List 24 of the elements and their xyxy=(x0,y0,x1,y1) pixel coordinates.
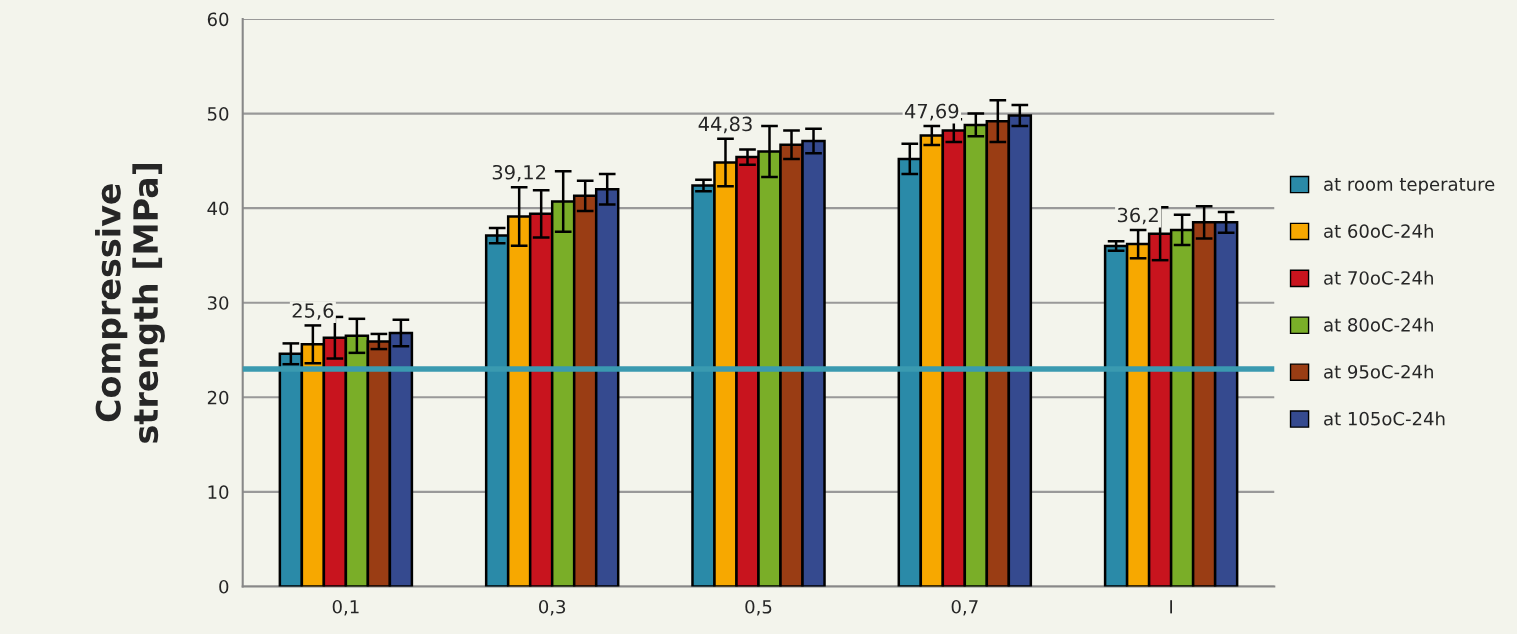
x-tick-label: I xyxy=(1170,600,1173,614)
y-tick-label: 50 xyxy=(207,107,229,121)
x-tick-label: 0,5 xyxy=(745,599,772,616)
y-tick-label: 40 xyxy=(207,201,229,216)
y-tick-label: 60 xyxy=(207,12,229,27)
data-label: 36,2 xyxy=(1117,207,1158,225)
x-tick-label: 0,3 xyxy=(539,599,566,616)
y-tick-label: 30 xyxy=(207,296,229,310)
legend-label: at 80oC-24h xyxy=(1324,317,1433,332)
data-label: 44,83 xyxy=(698,116,752,134)
x-tick-label: 0,1 xyxy=(332,599,359,616)
legend-label: at 95oC-24h xyxy=(1324,364,1433,379)
y-axis-title: Compressive strength [MPa] xyxy=(95,163,165,443)
data-label: 25,6 xyxy=(292,303,334,320)
legend-label: at 70oC-24h xyxy=(1324,270,1433,285)
legend-label: at 105oC-24h xyxy=(1324,411,1445,426)
y-tick-label: 10 xyxy=(208,485,229,499)
x-tick-label: 0,7 xyxy=(951,599,978,616)
data-label: 47,69 xyxy=(904,103,959,121)
data-label: 39,12 xyxy=(492,164,546,182)
y-tick-label: 0 xyxy=(219,579,229,594)
legend-label: at 60oC-24h xyxy=(1324,223,1433,238)
y-tick-label: 20 xyxy=(207,390,229,405)
legend-label: at room teperature xyxy=(1324,178,1495,195)
